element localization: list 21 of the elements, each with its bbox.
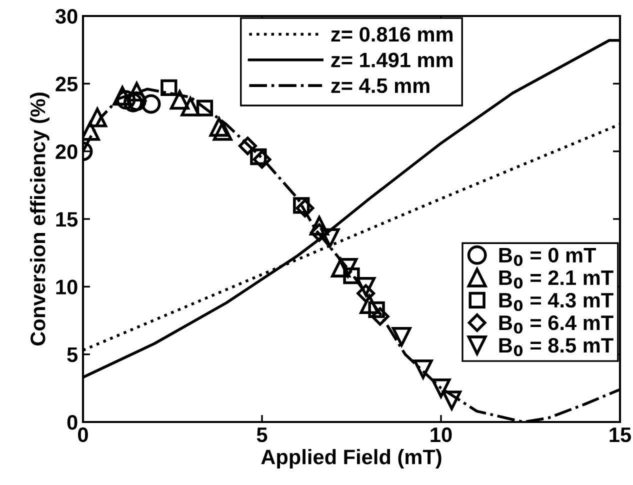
y-axis-title: Conversion efficiency (%) [30,92,50,346]
legend-label: z= 4.5 mm [331,78,430,94]
y-tick-label: 0 [67,415,78,430]
y-tick-label: 20 [56,144,78,160]
legend-label: B$_{0}$ = 0 mT [499,248,596,266]
x-tick-label: 10 [430,427,452,442]
x-tick-label: 15 [610,428,632,442]
legend-label: B$_{0}$ = 4.3 mT [499,292,614,312]
legend-label: z= 0.816 mm [331,26,453,42]
y-tick-label: 5 [67,348,78,362]
x-axis-title: Applied Field (mT) [261,449,442,468]
legend-label: B$_{0}$ = 8.5 mT [499,338,614,356]
y-tick-label: 30 [55,9,78,24]
y-tick-label: 25 [56,76,78,92]
legend-label: z= 1.491 mm [331,52,453,68]
y-tick-label: 10 [56,280,78,294]
legend-label: B$_{0}$ = 2.1 mT [499,270,614,289]
legend-label: B$_{0}$ = 6.4 mT [499,315,614,334]
y-tick-label: 15 [56,212,78,227]
x-tick-label: 0 [78,427,88,442]
x-tick-label: 5 [256,428,268,442]
